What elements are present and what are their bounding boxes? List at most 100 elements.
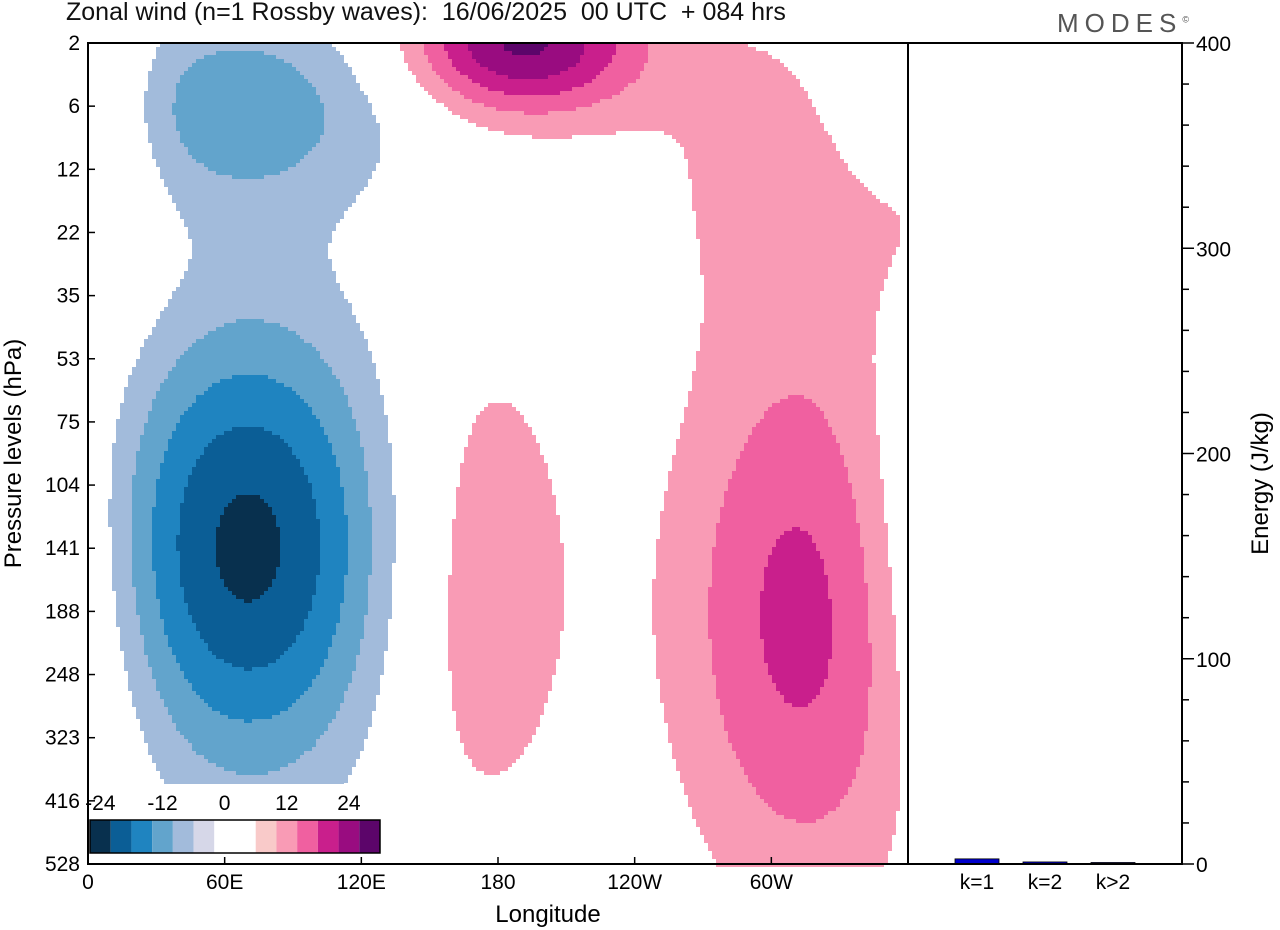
contour-cell: [132, 547, 152, 551]
contour-cell: [132, 515, 152, 519]
contour-cell: [292, 387, 344, 391]
contour-cell: [796, 819, 816, 823]
contour-cell: [812, 699, 868, 703]
contour-cell: [196, 395, 300, 399]
contour-cell: [712, 547, 772, 551]
contour-cell: [656, 539, 716, 543]
contour-cell: [752, 427, 832, 431]
contour-cell: [304, 619, 340, 623]
contour-cell: [156, 583, 180, 587]
contour-cell: [864, 575, 892, 579]
contour-cell: [372, 515, 396, 519]
contour-cell: [668, 723, 724, 727]
contour-cell: [116, 603, 136, 607]
contour-cell: [452, 683, 552, 687]
contour-cell: [760, 627, 832, 631]
contour-cell: [152, 67, 188, 71]
contour-cell: [660, 527, 716, 531]
contour-cell: [172, 103, 324, 107]
contour-cell: [164, 703, 208, 707]
contour-cell: [140, 355, 180, 359]
y-tick-label: 528: [45, 853, 80, 876]
contour-cell: [832, 643, 872, 647]
contour-cell: [144, 639, 168, 643]
contour-cell: [112, 583, 132, 587]
contour-cell: [320, 551, 348, 555]
contour-cell: [448, 607, 564, 611]
contour-cell: [856, 771, 900, 775]
contour-cell: [872, 647, 896, 651]
contour-cell: [316, 587, 344, 591]
contour-cell: [824, 559, 864, 563]
contour-cell: [748, 775, 856, 779]
contour-cell: [312, 411, 352, 415]
contour-cell: [288, 443, 332, 447]
contour-cell: [724, 727, 868, 731]
contour-cell: [432, 63, 452, 67]
contour-cell: [192, 615, 308, 619]
contour-cell: [700, 827, 896, 831]
contour-cell: [296, 67, 352, 71]
contour-cell: [152, 527, 180, 531]
contour-cell: [144, 739, 188, 743]
contour-cell: [160, 171, 216, 175]
contour-cell: [348, 539, 372, 543]
contour-cell: [704, 307, 880, 311]
contour-cell: [320, 543, 348, 547]
contour-cell: [776, 683, 824, 687]
contour-cell: [676, 763, 740, 767]
contour-cell: [832, 603, 868, 607]
contour-cell: [232, 663, 268, 667]
contour-cell: [344, 503, 368, 507]
contour-cell: [132, 367, 172, 371]
contour-cell: [636, 79, 800, 83]
contour-cell: [176, 203, 352, 207]
contour-cell: [468, 755, 520, 759]
contour-cell: [456, 503, 556, 507]
colorbar-swatch: [255, 820, 277, 853]
contour-cell: [180, 531, 216, 535]
contour-cell: [468, 119, 820, 123]
contour-cell: [276, 571, 320, 575]
contour-cell: [316, 415, 352, 419]
contour-cell: [660, 535, 716, 539]
contour-cell: [156, 679, 188, 683]
contour-cell: [616, 47, 648, 51]
contour-cell: [868, 703, 900, 707]
contour-cell: [608, 63, 644, 67]
y-tick-label: 75: [57, 411, 80, 434]
contour-cell: [656, 667, 712, 671]
contour-cell: [156, 495, 184, 499]
contour-cell: [144, 111, 172, 115]
contour-cell: [676, 443, 744, 447]
colorbar-swatch: [297, 820, 318, 853]
chart-title: Zonal wind (n=1 Rossby waves): 16/06/202…: [66, 0, 786, 26]
contour-cell: [652, 587, 708, 591]
contour-cell: [132, 475, 160, 479]
contour-cell: [356, 667, 384, 671]
contour-cell: [720, 699, 784, 703]
contour-cell: [340, 475, 368, 479]
contour-cell: [136, 611, 160, 615]
contour-cell: [820, 555, 864, 559]
contour-cell: [680, 775, 748, 779]
contour-cell: [120, 647, 144, 651]
contour-cell: [320, 539, 348, 543]
contour-cell: [320, 555, 348, 559]
contour-cell: [868, 691, 900, 695]
contour-cell: [344, 579, 368, 583]
contour-cell: [852, 783, 900, 787]
contour-cell: [428, 55, 448, 59]
contour-cell: [108, 511, 132, 515]
contour-cell: [188, 603, 312, 607]
contour-cell: [236, 595, 260, 599]
contour-cell: [764, 567, 824, 571]
contour-cell: [144, 343, 192, 347]
contour-cell: [180, 523, 220, 527]
contour-cell: [116, 427, 144, 431]
contour-cell: [456, 511, 556, 515]
contour-cell: [216, 559, 280, 563]
colorbar-label: 12: [275, 792, 298, 815]
contour-cell: [448, 599, 564, 603]
contour-cell: [760, 615, 832, 619]
